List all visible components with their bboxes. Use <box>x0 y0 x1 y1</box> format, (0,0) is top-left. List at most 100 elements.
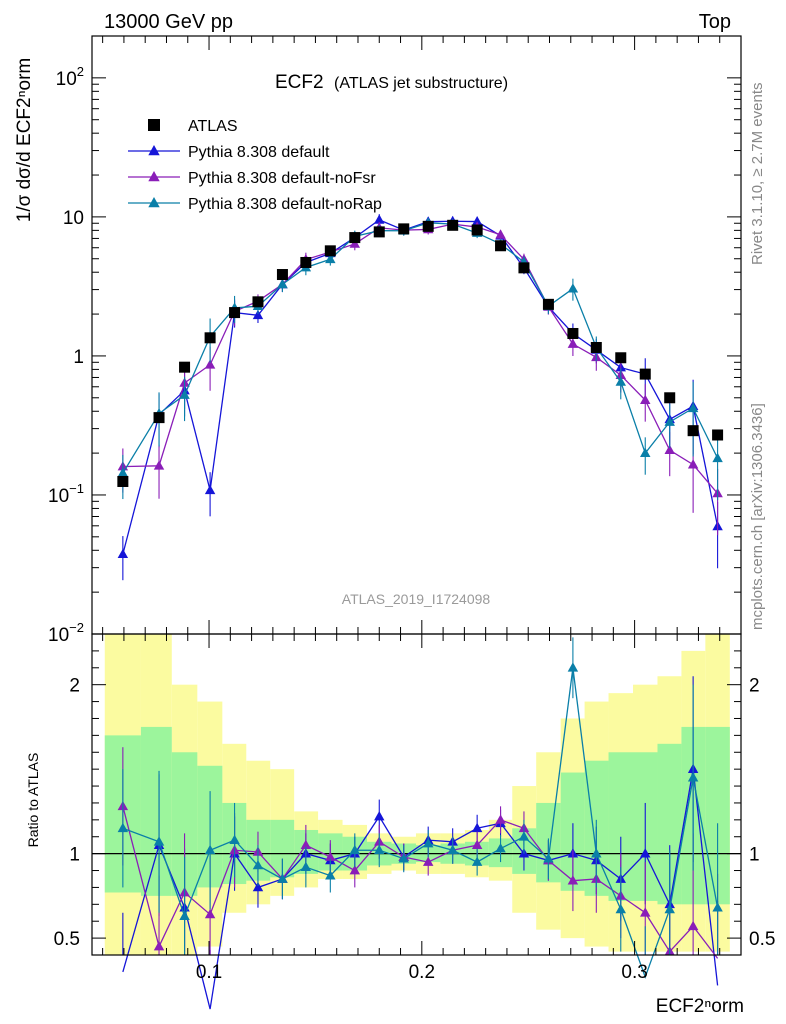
series-point-main <box>204 359 216 369</box>
ylabel-ratio: Ratio to ATLAS <box>25 753 41 848</box>
data-point <box>324 245 336 257</box>
x-tick-label: 0.3 <box>621 962 647 983</box>
plot-title-sub: (ATLAS jet substructure) <box>334 75 508 92</box>
data-point <box>447 219 459 231</box>
data-point <box>422 220 434 232</box>
series-point-main <box>664 444 675 455</box>
x-tick-label: 0.1 <box>196 962 222 983</box>
series-point-ratio <box>471 839 483 850</box>
y-tick-label-ratio-right: 0.5 <box>749 929 775 950</box>
ylabel-main: 1/σ dσ/d ECF2ⁿorm <box>14 58 35 223</box>
data-point <box>495 240 507 252</box>
data-point <box>615 352 627 364</box>
legend-entry: ATLAS <box>148 118 238 135</box>
xlabel: ECF2ⁿorm <box>656 996 744 1017</box>
series-point-main <box>349 238 361 248</box>
series-point-main <box>325 253 336 264</box>
band-inner <box>140 726 172 896</box>
analysis-id: ATLAS_2019_I1724098 <box>342 591 491 607</box>
legend-label: Pythia 8.308 default <box>188 144 330 161</box>
data-point <box>373 226 385 238</box>
y-tick-label-ratio-left: 0.5 <box>54 929 80 950</box>
legend-entry: Pythia 8.308 default-noRap <box>128 196 382 213</box>
series-point-main <box>640 447 651 458</box>
y-tick-label-main: 10 <box>63 208 84 229</box>
data-point <box>471 224 483 236</box>
legend-marker-triangle <box>148 145 160 156</box>
series-point-ratio <box>300 839 312 850</box>
data-point <box>204 332 216 344</box>
series-point-ratio <box>325 851 336 861</box>
data-point <box>664 392 676 404</box>
series-point-main <box>664 416 675 426</box>
legend-label: Pythia 8.308 default-noRap <box>188 196 382 213</box>
series-point-main <box>712 452 723 463</box>
series-point-ratio <box>687 920 699 931</box>
series-point-ratio <box>640 907 651 917</box>
x-tick-label: 0.2 <box>409 962 435 983</box>
series-point-ratio <box>712 902 723 912</box>
band-inner <box>657 743 682 905</box>
data-point <box>639 368 651 380</box>
series-point-ratio <box>374 844 385 855</box>
data-point <box>117 475 129 487</box>
series-point-ratio <box>640 848 651 858</box>
side-label-top: Rivet 3.1.10, ≥ 2.7M events <box>749 83 766 266</box>
series-point-ratio <box>325 870 336 880</box>
series-point-ratio <box>277 873 288 883</box>
y-tick-label-main: 102 <box>56 64 84 90</box>
series-point-ratio <box>422 837 434 848</box>
series-point-ratio <box>398 853 409 863</box>
series-point-ratio <box>349 865 361 875</box>
series-point-ratio <box>471 856 483 866</box>
data-point <box>590 341 602 353</box>
series-point-ratio <box>252 859 264 870</box>
series-point-main <box>252 309 264 320</box>
legend-marker-triangle <box>148 171 160 182</box>
series-point-main <box>179 389 190 399</box>
legend-label: Pythia 8.308 default-noFsr <box>188 170 376 187</box>
data-point <box>398 223 410 235</box>
series-point-main <box>567 283 579 293</box>
y-tick-label-main: 10−1 <box>48 481 84 507</box>
series-point-ratio <box>567 662 579 672</box>
data-point <box>567 327 579 339</box>
series-point-ratio <box>664 903 675 914</box>
series-point-ratio <box>349 844 361 855</box>
series-point-ratio <box>447 844 458 855</box>
series-point-main <box>687 402 699 413</box>
series-point-ratio <box>252 881 264 892</box>
series-point-ratio <box>495 843 506 853</box>
series-point-ratio <box>300 861 312 871</box>
band-inner <box>270 819 295 878</box>
side-label-bottom: mcplots.cern.ch [arXiv:1306.3436] <box>749 403 766 630</box>
legend-marker-square <box>148 119 160 131</box>
series-point-ratio <box>518 831 530 841</box>
y-tick-label-ratio-left: 2 <box>69 676 80 697</box>
legend: ATLAS Pythia 8.308 default Pythia 8.308 de… <box>128 118 382 213</box>
series-point-ratio <box>204 844 216 855</box>
series-point-main <box>567 338 579 348</box>
series-line-main <box>122 219 719 555</box>
series-point-ratio <box>204 908 216 919</box>
legend-marker-triangle <box>148 197 160 208</box>
data-point <box>229 307 241 319</box>
series-point-ratio <box>179 910 190 920</box>
series-point-ratio <box>495 814 506 824</box>
series-point-ratio <box>229 834 240 844</box>
series-point-ratio <box>471 822 483 833</box>
series-line-main <box>122 222 719 474</box>
series-point-main <box>117 467 129 477</box>
series-point-main <box>640 394 651 404</box>
series-point-main <box>153 460 165 470</box>
series-point-main <box>687 459 699 469</box>
series-point-ratio <box>615 903 627 914</box>
data-point <box>712 429 724 441</box>
series-point-ratio <box>591 848 602 858</box>
data-point <box>252 296 264 308</box>
series-point-ratio <box>374 810 385 821</box>
header-left: 13000 GeV pp <box>104 11 233 33</box>
data-point <box>153 412 165 424</box>
series-point-main <box>117 548 129 559</box>
data-point <box>542 298 554 310</box>
